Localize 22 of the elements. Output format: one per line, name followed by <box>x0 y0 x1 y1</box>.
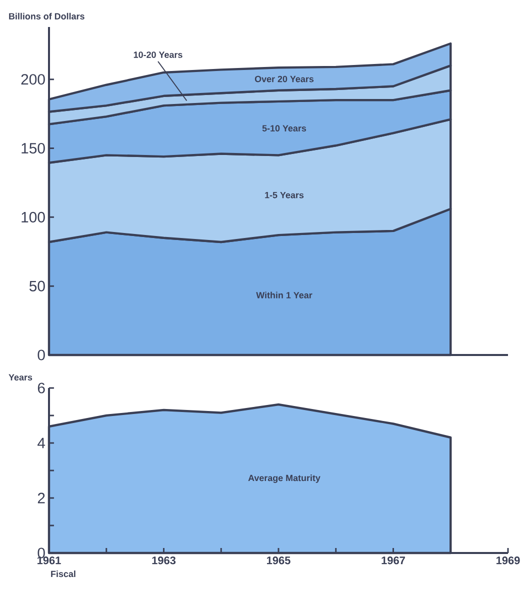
y-axis-title: Years <box>8 374 32 380</box>
x-tick-label: 1961 <box>37 556 61 564</box>
series-label: 5-10 Years <box>262 125 306 132</box>
x-tick-label: 1965 <box>267 556 290 564</box>
series-label: Average Maturity <box>248 474 320 483</box>
y-tick-label: 50 <box>29 280 45 292</box>
y-tick-label: 200 <box>21 74 45 85</box>
y-tick-label: 0 <box>38 350 45 360</box>
text: 10-20 Years <box>134 52 182 58</box>
y-tick-label: 2 <box>38 492 45 504</box>
series-label: 1-5 Years <box>265 192 304 198</box>
y-axis-title: Billions of Dollars <box>9 12 84 20</box>
x-tick-label: 1963 <box>152 556 176 564</box>
y-tick-label: 100 <box>22 212 45 222</box>
y-tick-label: 0 <box>38 548 45 558</box>
y-tick-label: 6 <box>38 382 45 394</box>
x-tick-label: 1969 <box>496 556 520 564</box>
x-axis-title: Fiscal <box>51 570 76 578</box>
series-label: Over 20 Years <box>254 76 314 82</box>
y-tick-label: 150 <box>22 142 45 154</box>
x-tick-label: 1967 <box>382 556 405 564</box>
y-tick-label: 4 <box>38 438 46 448</box>
